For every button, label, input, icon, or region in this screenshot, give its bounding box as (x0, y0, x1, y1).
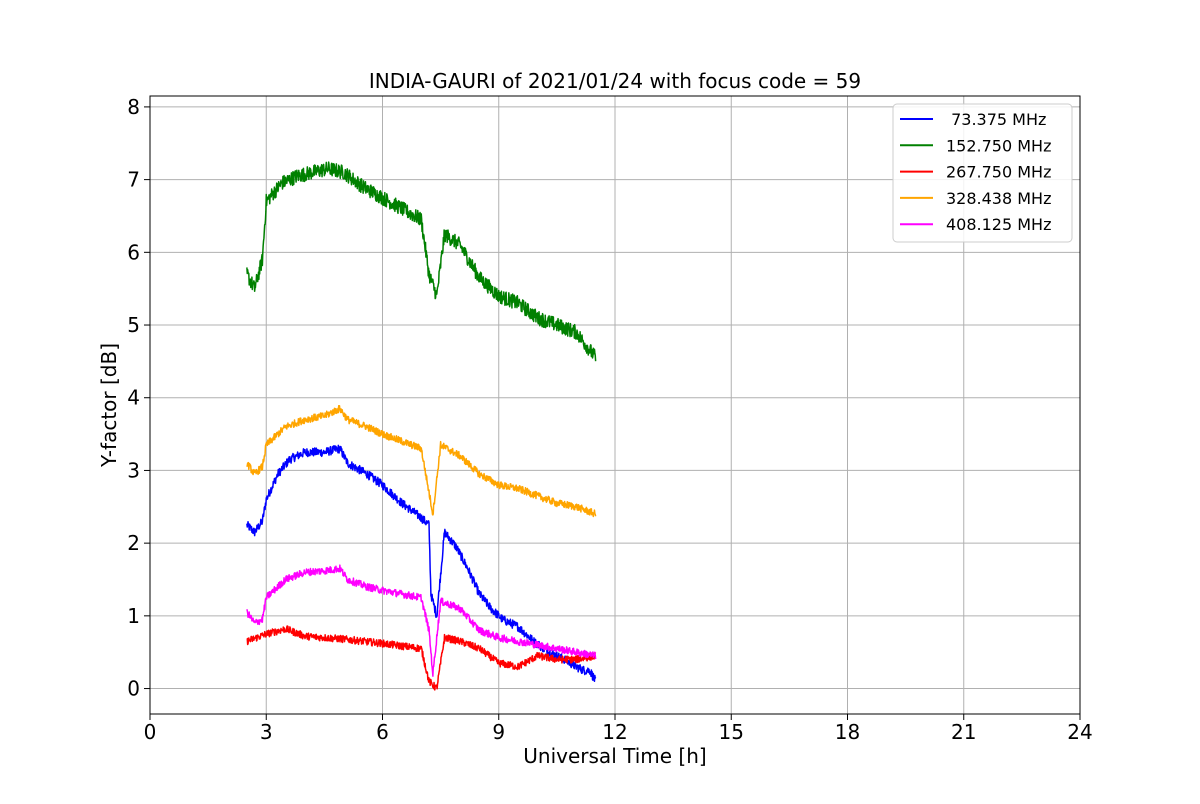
y-axis-ticks: 0 1 2 3 4 5 6 7 8 (127, 95, 150, 701)
legend-label: 328.438 MHz (946, 189, 1051, 208)
x-axis-ticks: 0 3 6 9 12 15 18 21 24 (144, 714, 1093, 744)
y-axis-label: Y-factor [dB] (97, 343, 121, 468)
legend-label: 73.375 MHz (946, 110, 1046, 129)
x-tick-label: 12 (602, 720, 627, 744)
x-tick-label: 15 (719, 720, 744, 744)
series-line (246, 625, 597, 691)
x-tick-label: 0 (144, 720, 157, 744)
y-tick-label: 1 (127, 604, 140, 628)
x-axis-label: Universal Time [h] (523, 744, 706, 768)
y-tick-label: 3 (127, 458, 140, 482)
legend-label: 408.125 MHz (946, 215, 1051, 234)
legend-label: 152.750 MHz (946, 136, 1051, 155)
legend: 73.375 MHz 152.750 MHz 267.750 MHz 328.438 … (892, 103, 1073, 243)
y-tick-label: 0 (127, 677, 140, 701)
x-tick-label: 6 (376, 720, 389, 744)
chart-title: INDIA-GAURI of 2021/01/24 with focus cod… (369, 69, 861, 93)
series-line (246, 161, 597, 362)
y-tick-label: 6 (127, 240, 140, 264)
x-tick-label: 24 (1067, 720, 1092, 744)
series-lines (246, 161, 597, 691)
legend-box (892, 103, 1073, 243)
y-tick-label: 2 (127, 531, 140, 555)
y-tick-label: 5 (127, 313, 140, 337)
legend-label: 267.750 MHz (946, 163, 1051, 182)
x-tick-label: 18 (835, 720, 860, 744)
x-tick-label: 9 (492, 720, 505, 744)
y-tick-label: 8 (127, 95, 140, 119)
y-tick-label: 4 (127, 386, 140, 410)
series-line (246, 404, 597, 518)
series-line (246, 564, 597, 677)
x-tick-label: 21 (951, 720, 976, 744)
x-tick-label: 3 (260, 720, 273, 744)
y-tick-label: 7 (127, 168, 140, 192)
